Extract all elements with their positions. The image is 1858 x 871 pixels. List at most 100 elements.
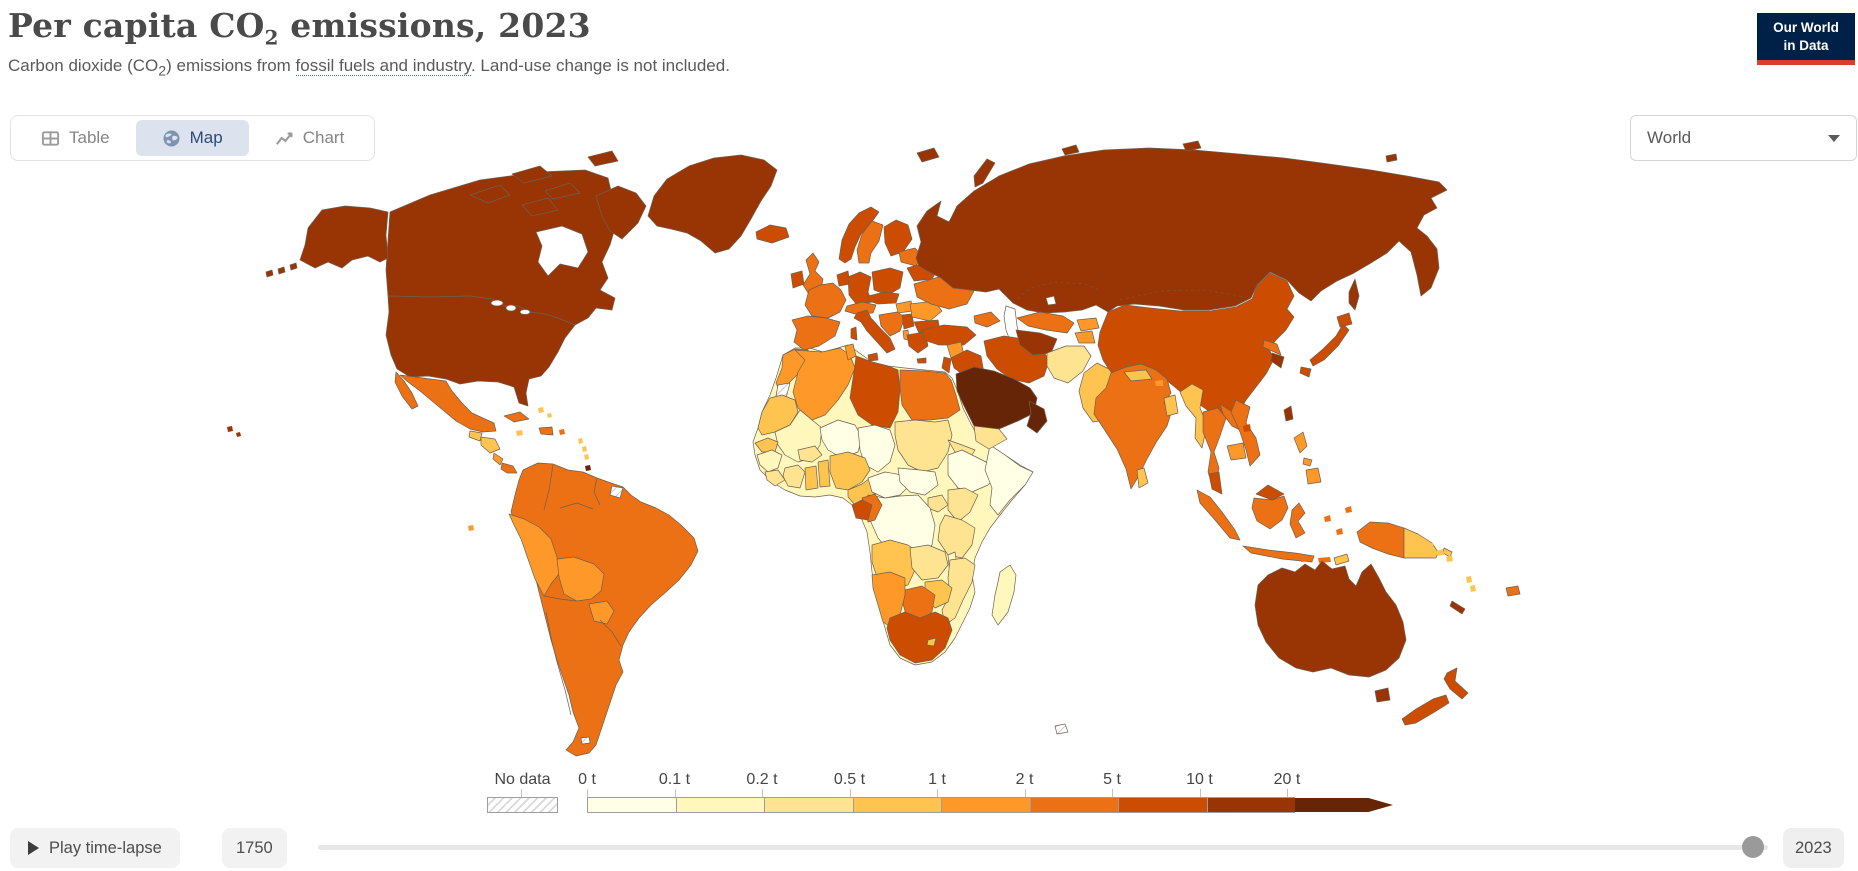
map-lesotho — [926, 637, 937, 647]
map-russia-arctic-islands — [916, 140, 1398, 188]
map-sierra-leone-liberia — [764, 469, 786, 487]
map-fiji — [1505, 585, 1521, 597]
map-region-south-america[interactable] — [468, 462, 699, 757]
play-icon — [28, 841, 39, 855]
tab-map[interactable]: Map — [135, 120, 249, 156]
chart-icon — [275, 129, 294, 148]
map-madagascar — [991, 564, 1017, 626]
map-cuba — [503, 411, 530, 423]
map-costa-rica — [492, 452, 504, 466]
timeline-start-year[interactable]: 1750 — [222, 828, 287, 868]
play-timelapse-button[interactable]: Play time-lapse — [10, 828, 180, 868]
header: Per capita CO2 emissions, 2023 Carbon di… — [8, 6, 730, 79]
globe-icon — [162, 129, 181, 148]
map-poland — [871, 267, 904, 296]
map-region-oceania[interactable] — [1054, 543, 1521, 735]
subtitle-link[interactable]: fossil fuels and industry — [295, 55, 471, 76]
map-region-europe[interactable] — [755, 206, 975, 364]
map-zambia — [909, 544, 949, 581]
map-bolivia — [556, 556, 605, 602]
page-subtitle: Carbon dioxide (CO2) emissions from foss… — [8, 55, 730, 79]
map-alaska — [265, 205, 389, 278]
map-vanuatu — [1466, 576, 1476, 592]
map-nigeria — [829, 451, 871, 491]
timeline-slider-handle[interactable] — [1742, 836, 1764, 858]
map-aral-sea — [1045, 295, 1057, 306]
map-sri-lanka — [1136, 467, 1149, 489]
map-cote-divoire — [782, 464, 806, 489]
map-java — [1242, 545, 1315, 563]
map-maluku — [1324, 506, 1352, 535]
map-niger — [819, 419, 863, 459]
map-sulawesi — [1289, 502, 1306, 539]
map-philippines — [1293, 431, 1322, 485]
map-saudi-arabia — [955, 366, 1038, 434]
map-turkey — [921, 324, 977, 346]
map-gabon — [851, 499, 873, 521]
legend-tick-label: 1 t — [928, 771, 946, 788]
map-tasmania — [1374, 687, 1391, 703]
map-puerto-rico — [559, 429, 565, 435]
chevron-down-icon — [1828, 134, 1840, 142]
map-uzbekistan — [1016, 311, 1075, 334]
map-lesser-sunda — [1300, 556, 1331, 563]
map-north-korea — [1262, 339, 1282, 356]
map-greenland — [647, 154, 778, 254]
map-norway — [838, 206, 880, 264]
legend-no-data-label: No data — [494, 771, 551, 788]
map-guatemala — [468, 430, 483, 442]
timeline-end-year: 2023 — [1783, 828, 1844, 868]
map-burkina-faso — [797, 445, 823, 463]
map-region-africa[interactable] — [752, 343, 1034, 666]
map-ireland — [790, 270, 805, 289]
map-hispaniola — [538, 426, 554, 436]
map-afghanistan — [1046, 345, 1092, 384]
page-title: Per capita CO2 emissions, 2023 — [8, 6, 591, 50]
map-czechia-slovakia — [867, 291, 900, 305]
map-israel-jordan — [941, 356, 952, 374]
map-australia — [1254, 560, 1407, 678]
map-timor — [1333, 553, 1350, 566]
map-south-sudan — [897, 467, 939, 496]
legend-tick-label: 5 t — [1103, 771, 1121, 788]
map-honduras-nicaragua — [480, 436, 501, 454]
map-sumatra — [1196, 489, 1241, 541]
map-italy — [850, 309, 896, 362]
map-region-north-america[interactable] — [227, 150, 778, 474]
map-tanzania — [937, 514, 976, 559]
map-kyrgyzstan — [1076, 317, 1100, 332]
map-bhutan — [1155, 380, 1163, 386]
map-guinea — [756, 449, 783, 473]
map-finland — [883, 219, 913, 257]
map-kenya — [947, 487, 979, 523]
map-morocco — [775, 348, 813, 393]
map-new-zealand — [1401, 667, 1469, 726]
map-solomon-islands — [1426, 543, 1453, 562]
legend-tick-label: 10 t — [1186, 771, 1213, 788]
timeline-slider-track[interactable] — [318, 845, 1768, 850]
region-dropdown[interactable]: World — [1630, 115, 1857, 161]
legend-bins[interactable] — [587, 797, 1393, 813]
tab-table[interactable]: Table — [15, 120, 136, 156]
map-galapagos — [468, 525, 474, 531]
map-algeria — [792, 347, 856, 421]
owid-logo[interactable]: Our World in Data — [1757, 13, 1855, 66]
map-oman — [1026, 400, 1048, 434]
legend-no-data-swatch[interactable] — [487, 797, 558, 813]
legend-tick-label: 0.2 t — [746, 771, 778, 788]
map-region-asia[interactable] — [915, 140, 1453, 566]
map-great-lakes — [490, 299, 531, 315]
map-new-caledonia — [1449, 600, 1466, 615]
map-spain-portugal — [791, 315, 841, 351]
map-somalia — [984, 444, 1034, 516]
map-germany — [847, 271, 873, 306]
map-laos — [1219, 403, 1241, 431]
map-paraguay — [588, 600, 615, 625]
map-sakhalin — [1348, 278, 1360, 311]
map-arctic-islands — [469, 150, 647, 240]
map-libya — [849, 355, 901, 429]
map-falkland-islands — [580, 736, 591, 745]
map-iceland — [755, 224, 790, 244]
tab-chart[interactable]: Chart — [249, 120, 371, 156]
